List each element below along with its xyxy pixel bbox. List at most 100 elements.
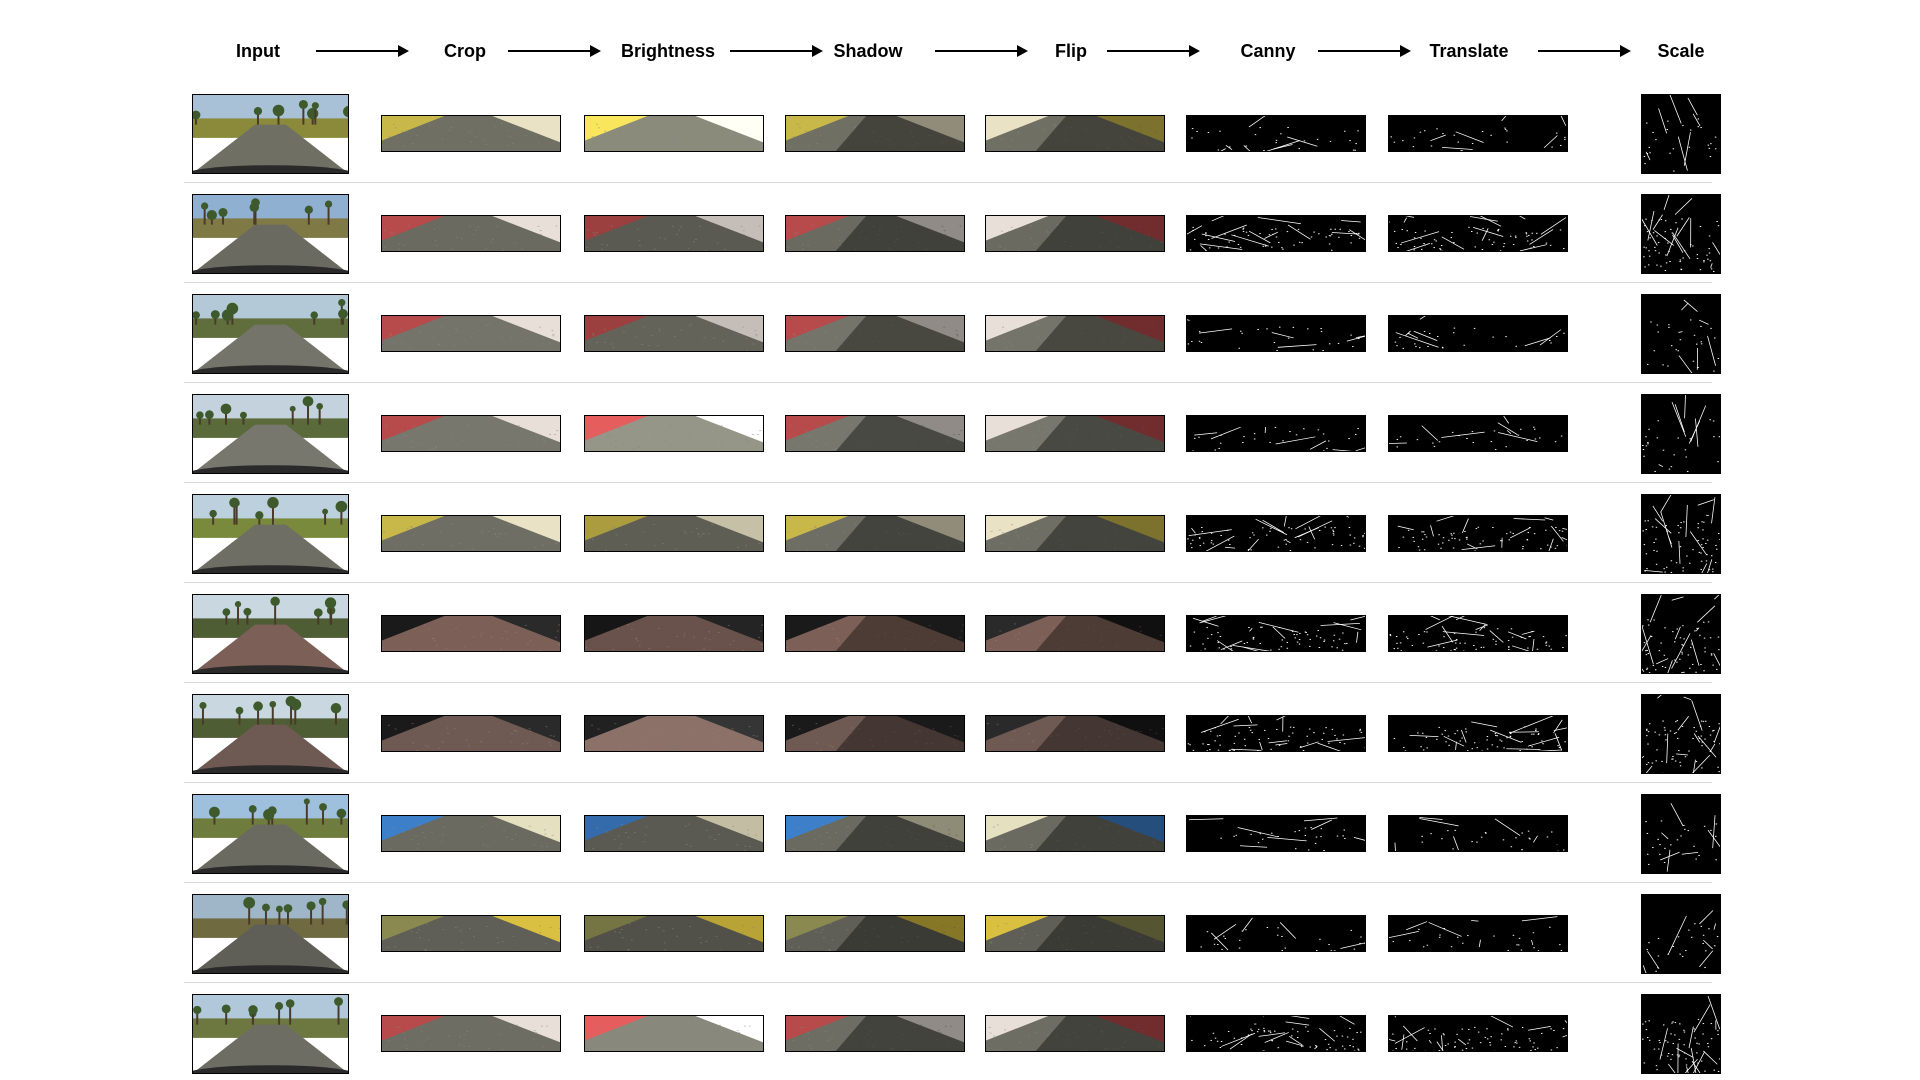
canny-image [1186,915,1366,952]
brightness-image [584,315,764,352]
input-image [192,94,349,174]
translate-image [1388,1015,1568,1052]
flip-image [985,815,1165,852]
flow-arrow [1107,45,1200,57]
flip-image [985,415,1165,452]
row-divider [184,882,1712,883]
shadow-image [785,315,965,352]
scale-image [1641,694,1721,774]
scale-image [1641,94,1721,174]
shadow-image [785,715,965,752]
canny-image [1186,315,1366,352]
crop-image [381,815,561,852]
brightness-image [584,715,764,752]
flow-arrow [1538,45,1631,57]
scale-image [1641,794,1721,874]
stage-label-shadow: Shadow [833,41,903,61]
translate-image [1388,715,1568,752]
crop-image [381,315,561,352]
crop-image [381,715,561,752]
flip-image [985,615,1165,652]
input-image [192,694,349,774]
row-divider [184,982,1712,983]
shadow-image [785,215,965,252]
shadow-image [785,815,965,852]
canny-image [1186,215,1366,252]
row-divider [184,782,1712,783]
translate-image [1388,915,1568,952]
brightness-image [584,215,764,252]
canny-image [1186,415,1366,452]
canny-image [1186,715,1366,752]
crop-image [381,1015,561,1052]
scale-image [1641,594,1721,674]
translate-image [1388,415,1568,452]
crop-image [381,915,561,952]
input-image [192,594,349,674]
input-image [192,894,349,974]
flip-image [985,1015,1165,1052]
input-image [192,994,349,1074]
crop-image [381,615,561,652]
row-divider [184,282,1712,283]
brightness-image [584,815,764,852]
stage-label-translate: Translate [1429,41,1509,61]
stage-label-flip: Flip [1055,41,1087,61]
shadow-image [785,915,965,952]
row-divider [184,482,1712,483]
row-divider [184,382,1712,383]
shadow-image [785,615,965,652]
flow-arrow [1318,45,1411,57]
crop-image [381,415,561,452]
brightness-image [584,115,764,152]
flip-image [985,915,1165,952]
stage-label-scale: Scale [1657,41,1705,61]
shadow-image [785,515,965,552]
input-image [192,494,349,574]
scale-image [1641,894,1721,974]
shadow-image [785,115,965,152]
canny-image [1186,115,1366,152]
brightness-image [584,615,764,652]
flow-arrow [730,45,823,57]
scale-image [1641,994,1721,1074]
row-divider [184,682,1712,683]
crop-image [381,115,561,152]
brightness-image [584,515,764,552]
flip-image [985,315,1165,352]
translate-image [1388,215,1568,252]
canny-image [1186,1015,1366,1052]
scale-image [1641,294,1721,374]
stage-label-brightness: Brightness [620,41,716,61]
translate-image [1388,115,1568,152]
flip-image [985,715,1165,752]
brightness-image [584,1015,764,1052]
input-image [192,794,349,874]
input-image [192,394,349,474]
crop-image [381,515,561,552]
canny-image [1186,815,1366,852]
row-divider [184,582,1712,583]
scale-image [1641,194,1721,274]
input-image [192,294,349,374]
flow-arrow [508,45,601,57]
shadow-image [785,415,965,452]
input-image [192,194,349,274]
canny-image [1186,615,1366,652]
flip-image [985,515,1165,552]
flow-arrow [316,45,409,57]
flip-image [985,215,1165,252]
stage-label-canny: Canny [1240,41,1296,61]
flip-image [985,115,1165,152]
shadow-image [785,1015,965,1052]
stage-label-input: Input [236,41,280,61]
crop-image [381,215,561,252]
brightness-image [584,915,764,952]
row-divider [184,182,1712,183]
flow-arrow [935,45,1028,57]
scale-image [1641,394,1721,474]
canny-image [1186,515,1366,552]
translate-image [1388,815,1568,852]
stage-label-crop: Crop [444,41,486,61]
brightness-image [584,415,764,452]
